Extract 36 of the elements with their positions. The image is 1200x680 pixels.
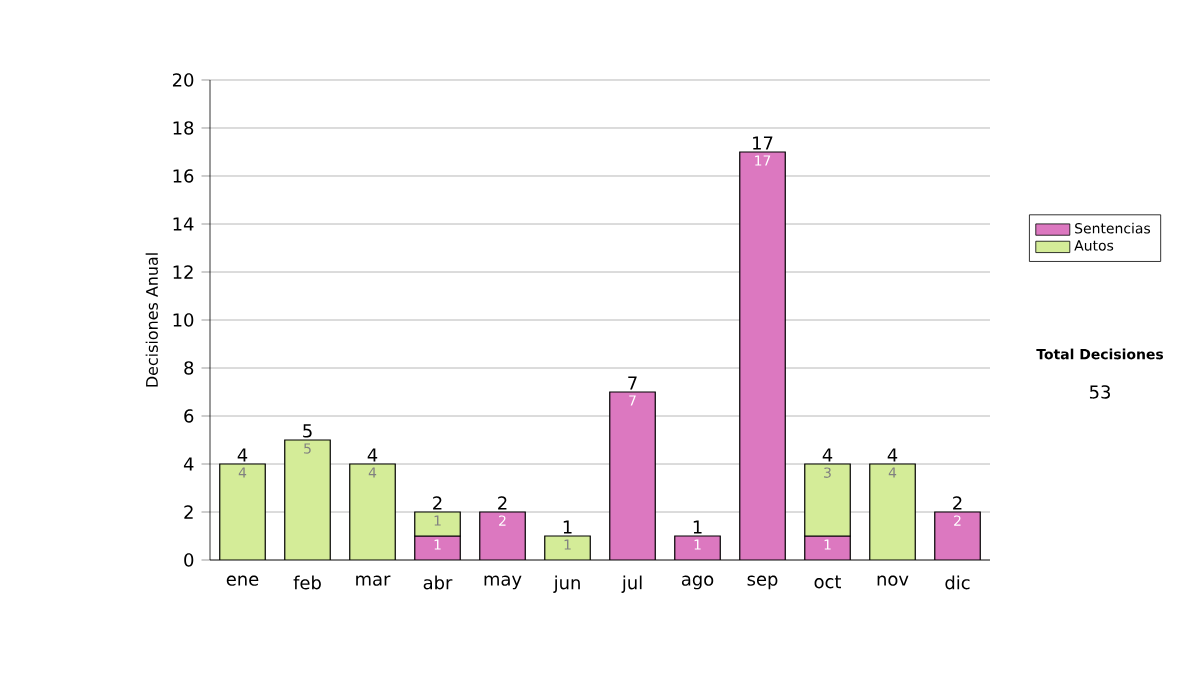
y-tick-label: 16 <box>173 169 194 183</box>
total-label: 4 <box>237 448 248 462</box>
x-tick-label: may <box>484 575 522 590</box>
total-label: 4 <box>887 448 898 462</box>
y-tick-label: 14 <box>173 217 194 231</box>
x-tick-label: ago <box>681 575 714 590</box>
y-tick-label: 18 <box>173 121 194 135</box>
total-label: 17 <box>753 136 773 150</box>
y-tick-label: 20 <box>172 73 194 87</box>
total-label: 2 <box>433 496 442 510</box>
total-label: 5 <box>303 424 312 438</box>
y-tick-label: 0 <box>184 553 194 567</box>
x-tick-label: ene <box>226 575 259 586</box>
x-tick-label: mar <box>356 575 391 586</box>
y-tick-label: 6 <box>184 409 194 423</box>
total-label: 1 <box>693 520 702 534</box>
x-tick-label: jun <box>553 575 580 593</box>
x-tick-label: feb <box>293 575 321 590</box>
x-tick-label: sep <box>747 575 778 590</box>
y-tick-label: 10 <box>173 313 194 327</box>
total-label: 7 <box>628 376 637 390</box>
y-tick-label: 4 <box>183 457 194 471</box>
x-tick-label: jul <box>621 575 642 593</box>
x-tick-label: dic <box>945 575 970 590</box>
total-label: 4 <box>822 448 833 462</box>
total-label: 1 <box>563 520 572 534</box>
y-tick-label: 8 <box>184 361 194 375</box>
total-label: 2 <box>953 496 962 510</box>
y-tick-label: 12 <box>173 265 193 279</box>
x-tick-label: oct <box>814 575 842 589</box>
total-label: 4 <box>367 448 378 462</box>
y-tick-label: 2 <box>184 505 193 519</box>
total-label: 2 <box>498 496 507 510</box>
text: 53 <box>1089 385 1110 399</box>
x-tick-label: abr <box>423 575 453 590</box>
x-tick-label: nov <box>877 575 909 586</box>
